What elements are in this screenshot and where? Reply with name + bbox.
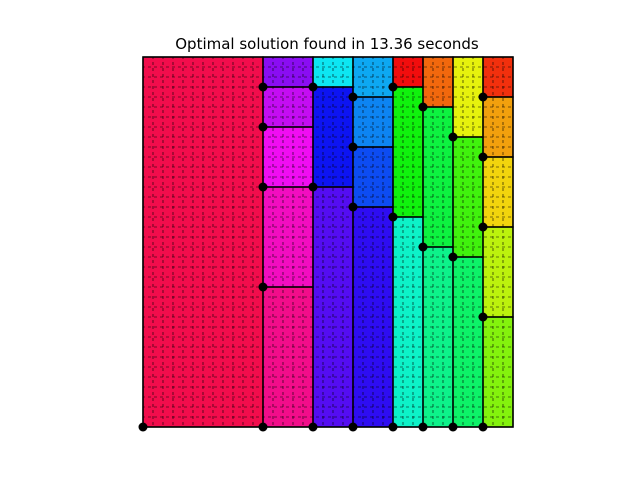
corner-point-6 bbox=[448, 422, 458, 432]
corner-point-19 bbox=[418, 102, 428, 112]
corner-point-25 bbox=[478, 222, 488, 232]
corner-point-3 bbox=[348, 422, 358, 432]
rectangle-14 bbox=[393, 87, 423, 217]
rectangle-25 bbox=[483, 227, 513, 317]
corner-point-10 bbox=[258, 182, 268, 192]
rectangle-21 bbox=[453, 257, 483, 427]
rectangle-16 bbox=[423, 57, 453, 107]
corner-point-1 bbox=[258, 422, 268, 432]
rectangle-13 bbox=[393, 57, 423, 87]
corner-point-20 bbox=[418, 242, 428, 252]
plot-frame bbox=[142, 56, 514, 428]
corner-point-12 bbox=[308, 82, 318, 92]
corner-point-26 bbox=[478, 312, 488, 322]
points-layer bbox=[138, 82, 488, 432]
corner-point-9 bbox=[258, 122, 268, 132]
corner-point-13 bbox=[308, 182, 318, 192]
rectangle-1 bbox=[263, 57, 313, 87]
corner-point-17 bbox=[388, 82, 398, 92]
corner-point-2 bbox=[308, 422, 318, 432]
corner-point-15 bbox=[348, 142, 358, 152]
corner-point-24 bbox=[478, 152, 488, 162]
corner-point-16 bbox=[348, 202, 358, 212]
rectangle-26 bbox=[483, 317, 513, 427]
rectangles-layer bbox=[143, 57, 513, 427]
corner-point-7 bbox=[478, 422, 488, 432]
corner-point-14 bbox=[348, 92, 358, 102]
corner-point-8 bbox=[258, 82, 268, 92]
corner-point-11 bbox=[258, 282, 268, 292]
corner-point-4 bbox=[388, 422, 398, 432]
grid-layer bbox=[143, 57, 513, 427]
rectangle-15 bbox=[393, 217, 423, 427]
plot-area bbox=[138, 56, 514, 432]
corner-point-21 bbox=[448, 132, 458, 142]
rectangle-24 bbox=[483, 157, 513, 227]
corner-point-0 bbox=[138, 422, 148, 432]
chart-title: Optimal solution found in 13.36 seconds bbox=[175, 35, 479, 53]
corner-point-22 bbox=[448, 252, 458, 262]
corner-point-5 bbox=[418, 422, 428, 432]
corner-point-23 bbox=[478, 92, 488, 102]
rectangle-borders-layer bbox=[142, 56, 514, 428]
corner-point-18 bbox=[388, 212, 398, 222]
